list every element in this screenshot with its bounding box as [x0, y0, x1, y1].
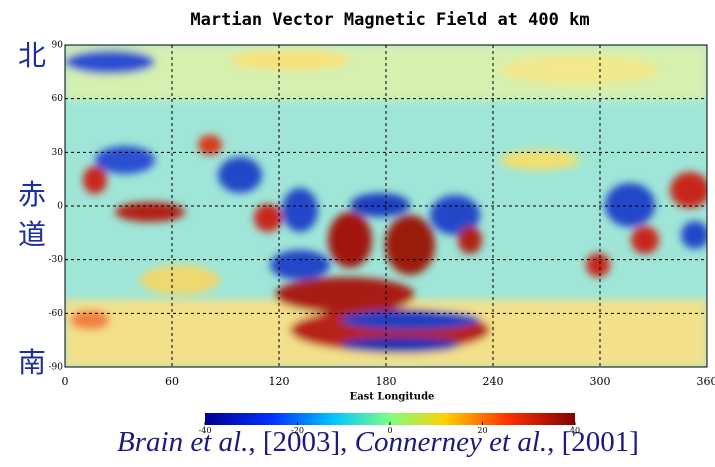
x-tick-label: 360 [697, 375, 715, 388]
chart: Martian Vector Magnetic Field at 400 km [0, 0, 715, 467]
x-tick-label: 180 [376, 375, 397, 388]
citation: Brain et al., [2003], Connerney et al., … [117, 426, 639, 458]
x-tick-label: 0 [62, 375, 69, 388]
x-tick-label: 60 [165, 375, 179, 388]
citation-part: , [2001] [547, 426, 639, 458]
equator-label: 道 [18, 218, 46, 251]
colorbar-tick-label: -20 [291, 426, 304, 435]
x-tick-label: 240 [483, 375, 504, 388]
citation-part: Brain et al. [117, 426, 248, 458]
y-tick-label: -90 [49, 363, 64, 373]
colorbar-tick-label: 0 [387, 426, 392, 435]
colorbar-tick-label: -40 [199, 426, 212, 435]
y-tick-label: 90 [52, 41, 64, 51]
chart-title: Martian Vector Magnetic Field at 400 km [190, 10, 589, 30]
y-tick-label: 30 [52, 148, 64, 158]
y-tick-label: -60 [49, 309, 64, 319]
x-tick-label: 300 [590, 375, 611, 388]
colorbar-tick-label: 20 [477, 426, 487, 435]
x-axis-label: East Longitude [350, 392, 435, 403]
colorbar-tick-label: 40 [570, 426, 580, 435]
y-tick-label: 60 [52, 94, 64, 104]
equator-label: 赤 [18, 178, 46, 211]
y-tick-label: -30 [49, 255, 64, 265]
y-tick-label: 0 [57, 202, 63, 212]
citation-part: Connerney et al. [355, 426, 547, 458]
x-tick-label: 120 [269, 375, 290, 388]
north-label: 北 [18, 39, 46, 72]
south-label: 南 [18, 346, 46, 379]
